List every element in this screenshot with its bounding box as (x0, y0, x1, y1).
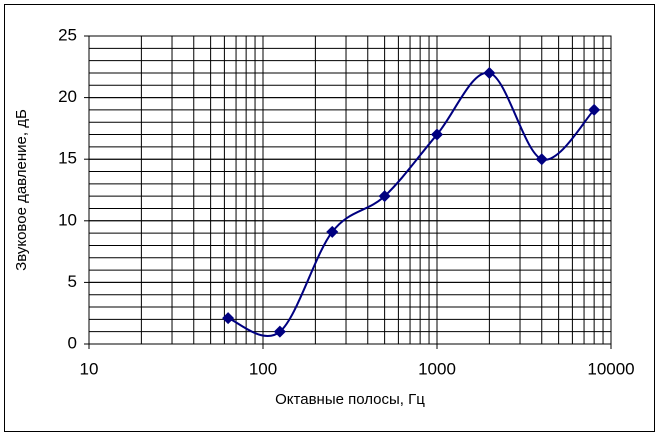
x-tick-label: 10000 (587, 359, 634, 378)
y-tick-label: 25 (58, 25, 77, 44)
point-marker (273, 325, 286, 338)
y-tick-label: 0 (68, 333, 77, 352)
point-marker (378, 190, 391, 203)
point-marker (535, 153, 548, 166)
y-tick-label: 15 (58, 149, 77, 168)
point-marker (588, 103, 601, 116)
y-tick-label: 10 (58, 210, 77, 229)
plot-background (89, 36, 611, 344)
x-tick-label: 10 (80, 359, 99, 378)
point-marker (222, 312, 235, 325)
x-tick-label: 1000 (418, 359, 456, 378)
plot-border (88, 35, 612, 345)
y-tick-label: 5 (68, 272, 77, 291)
x-axis-label: Октавные полосы, Гц (275, 391, 425, 408)
point-marker (431, 128, 443, 141)
x-tick-label: 100 (249, 359, 277, 378)
y-tick-label: 20 (58, 87, 77, 106)
point-marker (326, 225, 339, 238)
y-axis-label: Звуковое давление, дБ (13, 109, 30, 271)
series-line (227, 71, 595, 338)
point-marker (483, 66, 496, 79)
